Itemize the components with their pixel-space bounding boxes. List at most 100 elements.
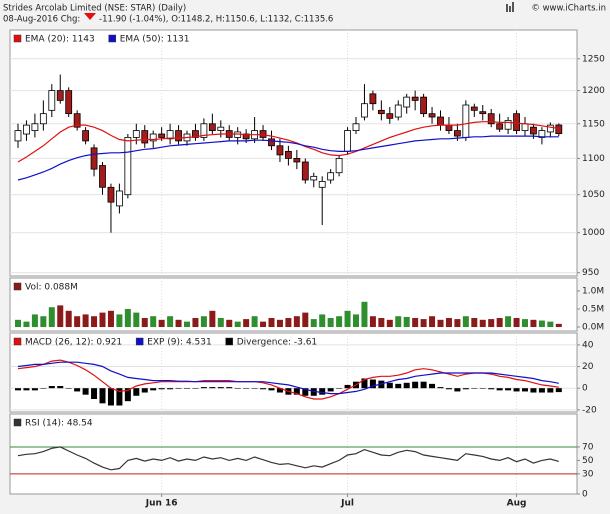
bar [479, 388, 486, 389]
bar [184, 321, 190, 328]
bar [454, 388, 461, 392]
chart-title: Strides Arcolab Limited (NSE: STAR) (Dai… [3, 4, 186, 14]
bar [336, 388, 343, 389]
bar [243, 319, 250, 328]
bar [505, 316, 512, 328]
bar [555, 323, 562, 328]
bar [403, 316, 410, 328]
bar [403, 382, 410, 389]
bar [462, 388, 469, 390]
candle-body [335, 158, 343, 174]
credit: © www.iCharts.in [531, 4, 606, 14]
candle-body [284, 150, 292, 159]
bar [48, 307, 55, 328]
bar [471, 388, 478, 389]
candle-body [192, 130, 199, 138]
bar [293, 316, 300, 328]
bar [175, 319, 182, 328]
bar [124, 388, 131, 402]
bar [226, 387, 233, 389]
candle-body [487, 113, 495, 125]
candle-body [132, 130, 140, 138]
candle-body [445, 124, 453, 131]
candle-body [420, 96, 428, 115]
bar [412, 381, 419, 389]
bar [82, 388, 89, 395]
bar [386, 319, 393, 328]
bar [530, 388, 537, 393]
bar [243, 388, 250, 389]
bar [74, 388, 81, 392]
candle-body [107, 186, 115, 203]
candle-body [124, 137, 132, 196]
bar [91, 388, 98, 400]
bar [65, 310, 72, 328]
bar [167, 316, 174, 328]
bar [369, 316, 376, 328]
legend-swatch [108, 34, 116, 43]
candle-body [377, 109, 385, 115]
bar [344, 310, 351, 328]
bar [251, 388, 258, 389]
legend-label: RSI (14): 48.54 [25, 419, 93, 429]
panel [9, 413, 578, 495]
candle-body [259, 130, 267, 138]
candle-body [56, 90, 64, 101]
candle-body [386, 113, 394, 119]
bar [319, 388, 326, 395]
bar [538, 388, 545, 393]
candle-body [428, 113, 436, 118]
bar [124, 309, 131, 328]
bar [471, 318, 478, 328]
candle-body [504, 119, 512, 130]
candle-body [521, 123, 529, 131]
y-tick-label: 1.0M [582, 286, 604, 296]
x-tick-label: Aug [507, 499, 527, 509]
candle-body [99, 165, 106, 188]
bar [226, 319, 233, 328]
bar [395, 316, 402, 328]
candle-body [546, 124, 554, 133]
series-line [17, 121, 559, 163]
legend-swatch [13, 337, 22, 346]
bar [57, 386, 64, 389]
bar [454, 319, 461, 328]
bar [150, 316, 157, 328]
bar [369, 379, 376, 389]
bar [107, 388, 114, 406]
bar [133, 312, 140, 328]
legend-swatch [225, 337, 233, 346]
candle-body [496, 123, 504, 130]
bar [538, 320, 545, 328]
candle-body [453, 130, 461, 137]
bar [57, 305, 64, 328]
bar [496, 388, 503, 391]
bar [285, 318, 292, 328]
bar [48, 386, 55, 389]
bar [437, 319, 444, 328]
bar [386, 382, 393, 389]
series-line [17, 361, 559, 395]
y-tick-label: 1000 [582, 228, 605, 238]
candle-body [369, 93, 377, 105]
bar [505, 388, 512, 391]
bar [158, 319, 165, 328]
bar [302, 312, 309, 328]
bar [23, 321, 30, 328]
y-tick-label: 0 [582, 384, 588, 394]
bar [268, 318, 275, 328]
credit-icon [506, 2, 514, 12]
bar [488, 319, 495, 328]
y-tick-label: 1200 [582, 86, 605, 96]
candle-body [158, 133, 166, 138]
bar [40, 388, 47, 389]
bar [217, 318, 224, 328]
candle-body [14, 130, 22, 142]
bar [293, 388, 300, 395]
bar [522, 319, 528, 328]
legend-swatch [135, 337, 144, 346]
bar [513, 318, 520, 328]
bar [302, 388, 309, 396]
bar [344, 384, 351, 389]
